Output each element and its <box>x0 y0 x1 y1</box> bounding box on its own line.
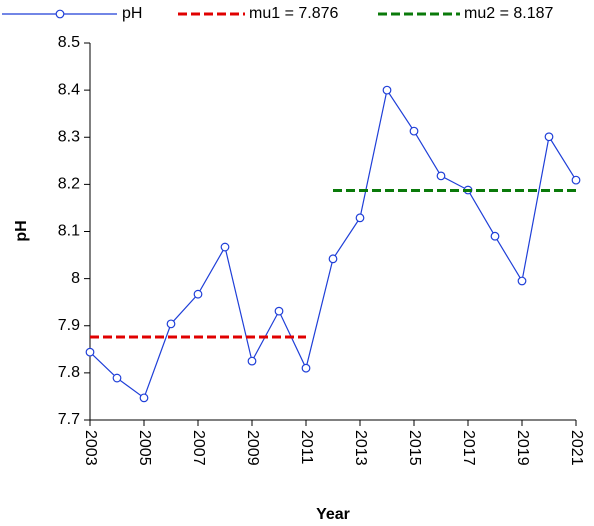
y-tick-label: 8.5 <box>58 34 80 51</box>
y-tick-label: 8.1 <box>58 223 80 240</box>
y-tick-label: 7.7 <box>58 411 80 428</box>
y-tick-label: 8.3 <box>58 128 80 145</box>
data-point <box>220 242 230 252</box>
data-point <box>274 306 284 316</box>
x-tick-label: 2015 <box>406 430 423 466</box>
data-point <box>490 231 500 241</box>
x-tick-label: 2019 <box>514 430 531 466</box>
y-tick-label: 7.8 <box>58 364 80 381</box>
x-tick-label: 2021 <box>568 430 585 466</box>
y-tick-label: 8 <box>71 270 80 287</box>
data-line <box>89 88 577 399</box>
x-tick-label: 2003 <box>82 430 99 466</box>
data-point <box>328 254 338 264</box>
data-point <box>355 213 365 223</box>
data-point <box>166 319 176 329</box>
x-tick-label: 2005 <box>136 430 153 466</box>
x-tick-label: 2007 <box>190 430 207 466</box>
x-tick-label: 2013 <box>352 430 369 466</box>
data-point <box>112 373 122 383</box>
legend-label: pH <box>122 5 142 22</box>
data-point <box>382 85 392 95</box>
y-axis-label: pH <box>13 220 30 241</box>
x-tick-label: 2011 <box>298 430 315 465</box>
legend-marker <box>55 9 65 19</box>
legend-label: mu1 = 7.876 <box>249 5 339 22</box>
data-point <box>517 276 527 286</box>
data-point <box>139 393 149 403</box>
x-axis-label: Year <box>316 506 350 523</box>
data-point <box>193 289 203 299</box>
data-point <box>409 126 419 136</box>
data-point <box>544 132 554 142</box>
data-point <box>436 171 446 181</box>
y-tick-label: 8.4 <box>58 81 80 98</box>
data-point <box>85 347 95 357</box>
data-point <box>571 175 581 185</box>
data-point <box>301 363 311 373</box>
legend-label: mu2 = 8.187 <box>464 5 554 22</box>
data-point <box>247 356 257 366</box>
x-tick-label: 2009 <box>244 430 261 466</box>
x-tick-label: 2017 <box>460 430 477 466</box>
y-tick-label: 8.2 <box>58 176 80 193</box>
y-tick-label: 7.9 <box>58 317 80 334</box>
